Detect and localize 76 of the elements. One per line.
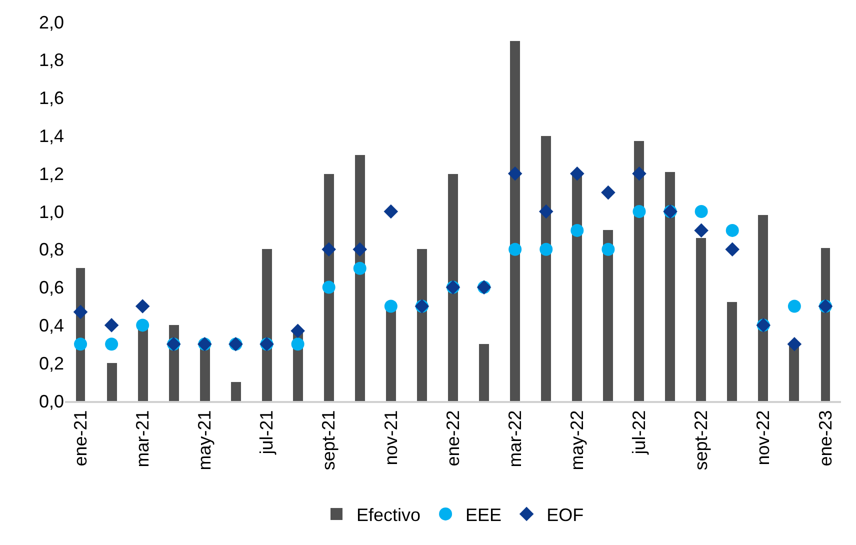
point [694,205,708,218]
point [540,242,553,256]
point [508,166,522,181]
point [787,337,802,352]
y-tick-label: 0,6 [38,278,64,298]
bar [727,302,737,401]
y-tick-label: 2,0 [38,12,64,32]
y-tick-label: 0,0 [38,391,64,412]
bar [821,248,830,401]
bar [107,363,117,401]
y-tick-label: 1,0 [38,202,64,222]
x-tick-label: may-21 [194,410,215,470]
point [291,338,304,351]
x-tick-label: sept-21 [318,410,339,470]
bar [417,249,427,401]
point [725,242,740,257]
y-tick-label: 1,6 [38,88,64,108]
bar [758,215,768,401]
point [135,299,150,314]
x-tick-label: ene-22 [442,410,463,466]
y-tick-label: 1,2 [38,164,64,184]
point [73,304,88,320]
bar [634,141,644,401]
bar [324,174,334,401]
y-tick-label: 1,8 [38,50,64,70]
y-tick-label: 0,4 [38,316,64,336]
point [290,324,305,338]
bar [510,41,520,401]
bar [231,382,241,401]
point [322,280,336,294]
bar [355,155,365,401]
x-tick-label: mar-21 [132,410,152,468]
legend-label: Efectivo [356,504,421,525]
point [538,204,554,219]
point [601,185,616,200]
x-tick-label: jul-21 [256,410,277,456]
bar [541,136,551,401]
x-tick-label: ene-21 [70,410,90,466]
bar [665,172,675,401]
y-tick-label: 1,4 [38,126,64,146]
point [74,338,88,351]
x-tick-label: may-22 [567,410,588,470]
point [353,262,366,275]
point [726,224,739,237]
point [694,223,708,238]
bar [572,174,582,401]
bar [696,238,706,401]
bar [603,230,613,401]
point [105,338,118,351]
point [632,166,646,181]
y-tick-label: 0,8 [38,240,64,260]
point [508,242,522,256]
point [632,205,646,218]
x-tick-label: nov-22 [753,410,774,466]
point [570,224,584,237]
bar [479,344,489,401]
legend-label: EEE [466,504,502,525]
bar [262,249,272,401]
point [136,318,150,332]
x-tick-label: jul-22 [629,410,650,456]
bar [448,174,458,401]
point [602,242,615,256]
point [788,300,801,313]
bar [789,346,799,401]
point [570,166,584,181]
x-tick-label: sept-22 [691,410,712,470]
point [104,318,119,332]
legend-label: EOF [546,504,584,525]
point [384,300,398,313]
point [384,204,398,219]
point [322,242,336,257]
x-tick-label: mar-22 [504,410,525,468]
point [352,242,368,257]
x-tick-label: nov-21 [380,410,401,466]
y-tick-label: 0,2 [38,353,64,374]
x-tick-label: ene-23 [815,410,836,466]
